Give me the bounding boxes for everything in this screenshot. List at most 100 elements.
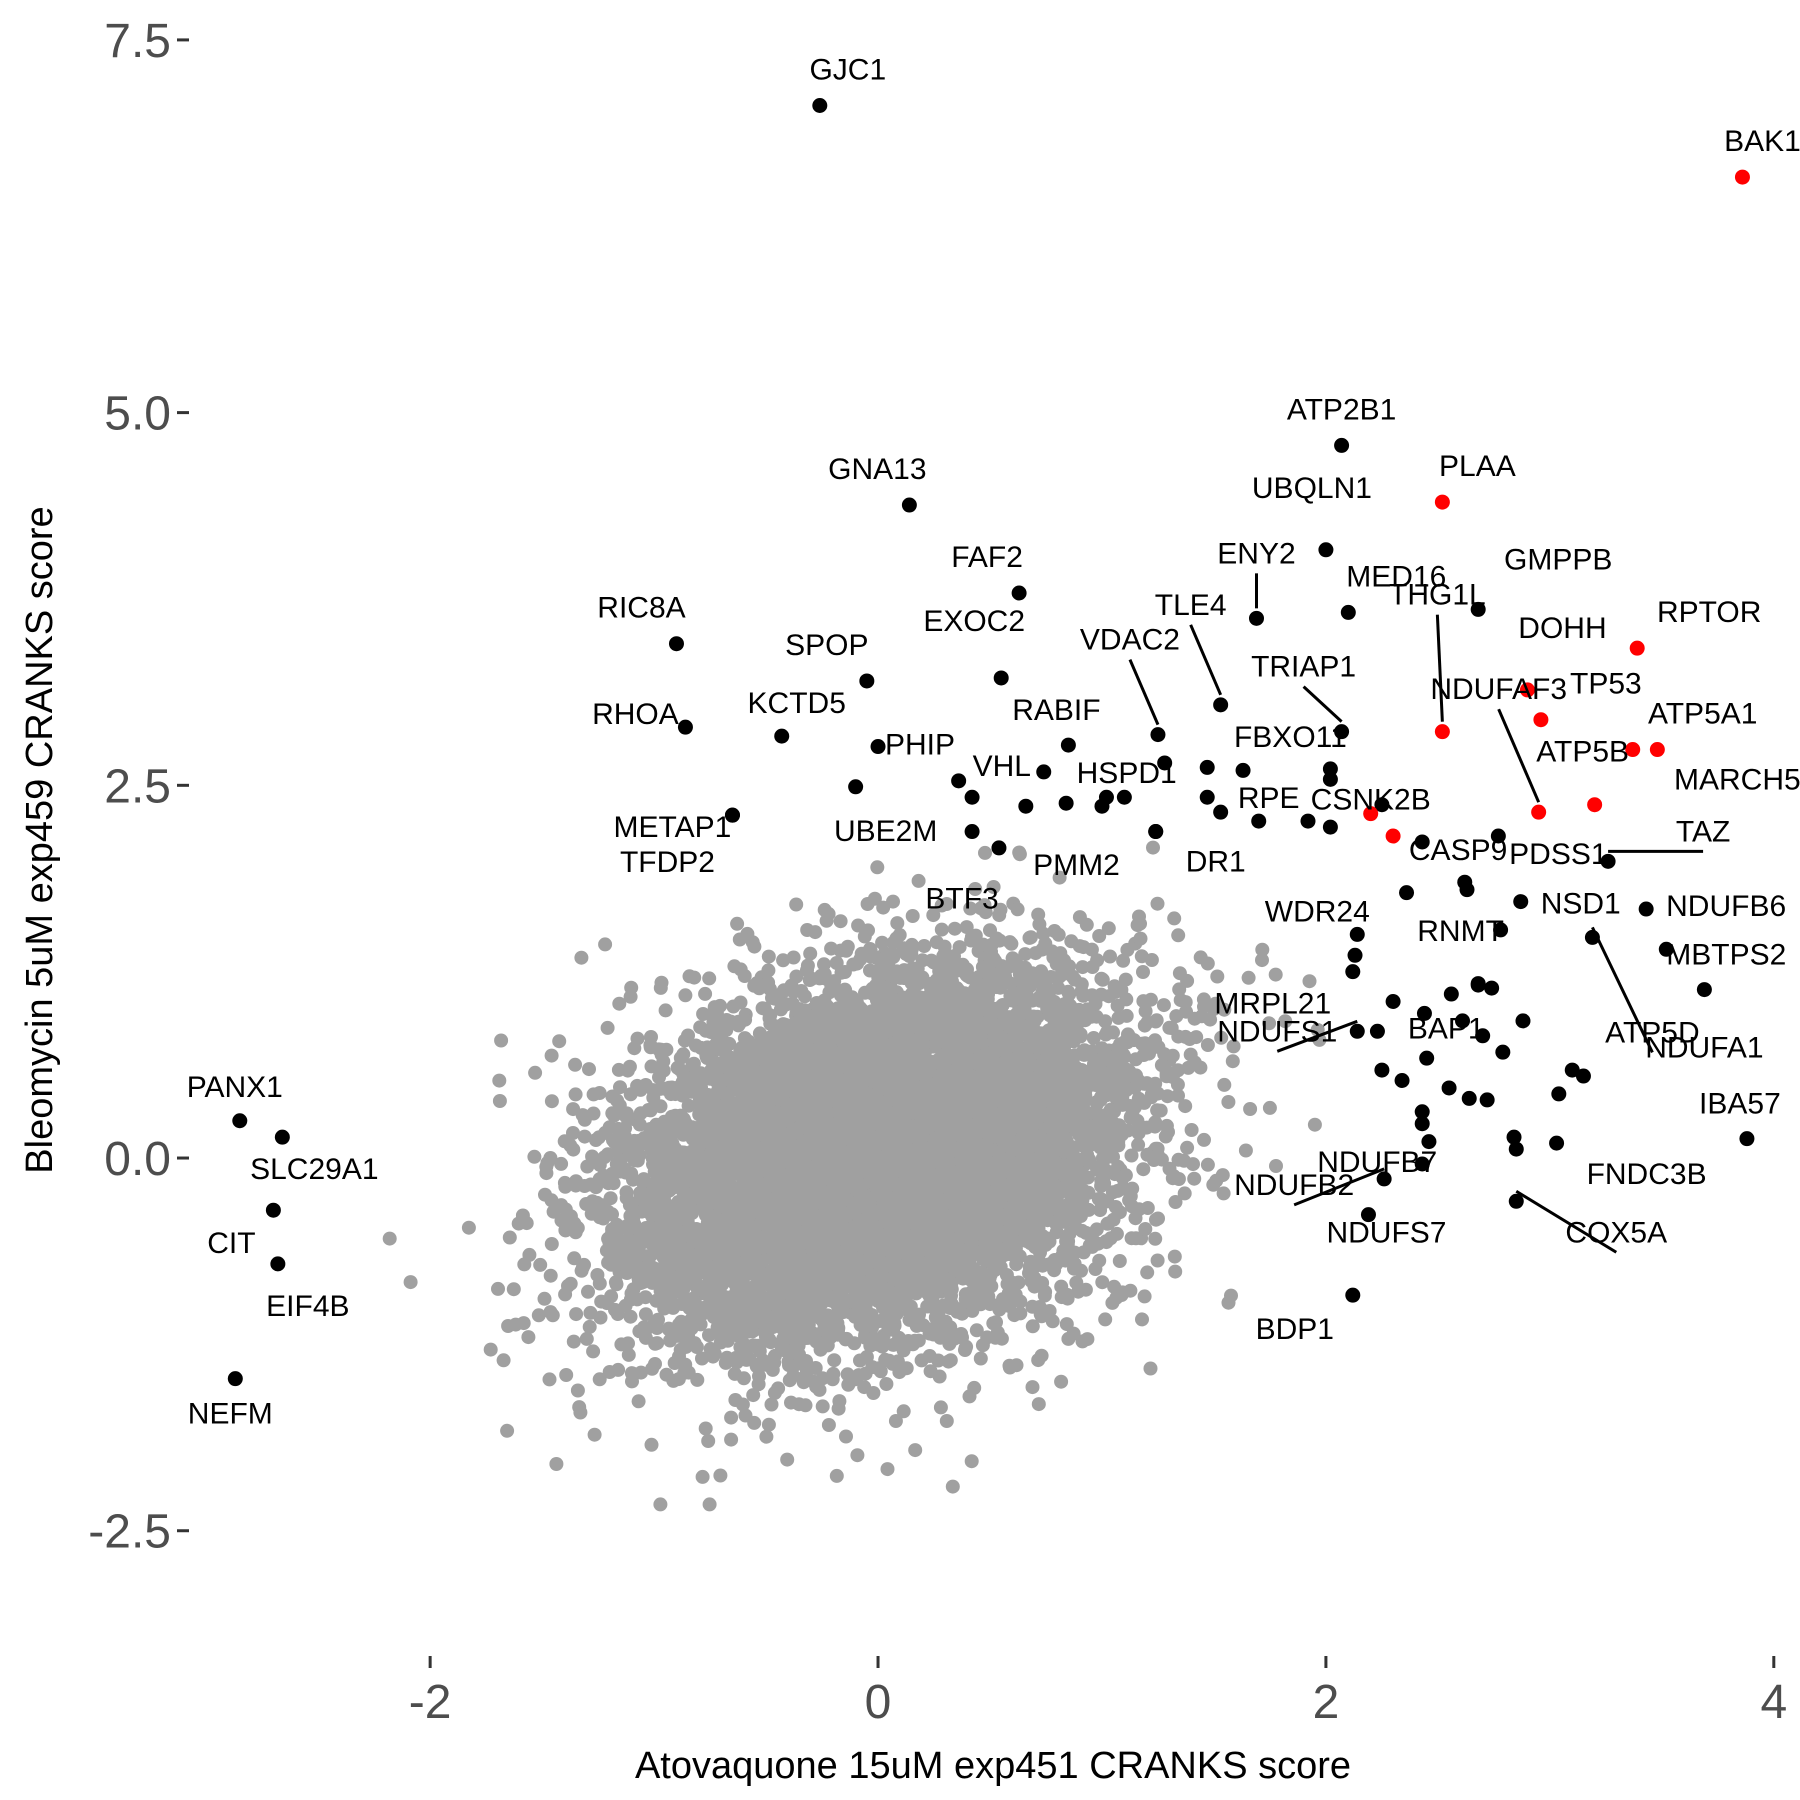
background-point bbox=[519, 1216, 534, 1231]
background-point bbox=[1215, 1168, 1230, 1183]
background-point bbox=[1262, 1100, 1277, 1115]
background-point bbox=[702, 1497, 717, 1512]
background-point bbox=[658, 1003, 673, 1018]
background-point bbox=[839, 1429, 853, 1444]
background-point bbox=[1180, 1140, 1195, 1155]
background-point bbox=[516, 1316, 531, 1331]
background-point bbox=[695, 1351, 709, 1366]
background-point bbox=[1217, 1077, 1232, 1092]
background-point bbox=[546, 1204, 561, 1219]
background-point bbox=[698, 1421, 713, 1436]
background-point bbox=[908, 1443, 923, 1458]
background-point bbox=[943, 1320, 958, 1335]
background-point bbox=[1171, 1088, 1185, 1103]
background-point bbox=[833, 914, 848, 929]
background-point bbox=[592, 1372, 607, 1387]
background-point bbox=[638, 1307, 653, 1322]
background-point bbox=[905, 909, 920, 923]
background-point bbox=[840, 1367, 855, 1382]
background-point bbox=[1255, 953, 1269, 968]
background-point bbox=[1124, 1148, 1139, 1163]
background-point bbox=[552, 1034, 567, 1049]
background-point bbox=[517, 1257, 532, 1272]
background-point bbox=[544, 1237, 559, 1251]
background-point bbox=[917, 939, 932, 953]
background-point bbox=[1036, 926, 1051, 941]
background-point bbox=[803, 946, 818, 961]
background-point bbox=[538, 1187, 552, 1202]
background-point bbox=[853, 1353, 867, 1368]
background-point bbox=[746, 1388, 761, 1403]
background-point bbox=[939, 1414, 954, 1428]
background-point bbox=[1025, 1319, 1040, 1334]
background-point bbox=[786, 950, 801, 965]
background-point bbox=[528, 1065, 543, 1080]
background-point bbox=[759, 1429, 774, 1444]
background-point bbox=[623, 1309, 638, 1324]
background-point bbox=[1052, 870, 1067, 885]
background-point bbox=[543, 1268, 558, 1283]
background-point bbox=[934, 922, 949, 937]
background-point bbox=[1137, 1289, 1152, 1304]
background-point bbox=[1136, 965, 1150, 979]
background-point bbox=[896, 1404, 911, 1419]
background-point bbox=[1075, 960, 1090, 975]
background-point bbox=[860, 897, 875, 911]
background-point bbox=[870, 860, 885, 875]
background-point bbox=[909, 1318, 924, 1333]
background-point bbox=[500, 1423, 515, 1438]
background-point bbox=[624, 980, 639, 995]
background-point bbox=[698, 986, 713, 1001]
background-point bbox=[1092, 929, 1107, 943]
background-point bbox=[1101, 921, 1116, 936]
background-point bbox=[687, 970, 702, 985]
background-point bbox=[761, 949, 776, 964]
background-point bbox=[693, 1020, 708, 1035]
background-point bbox=[1148, 1231, 1163, 1246]
background-point bbox=[1167, 911, 1182, 926]
background-point bbox=[1187, 1171, 1202, 1186]
background-point bbox=[568, 1057, 583, 1072]
background-point bbox=[1076, 940, 1091, 955]
background-point bbox=[911, 873, 926, 888]
background-point bbox=[1150, 896, 1165, 911]
background-point bbox=[521, 1330, 536, 1345]
background-point bbox=[566, 1102, 581, 1117]
background-point bbox=[568, 1087, 583, 1102]
background-point bbox=[494, 1033, 509, 1048]
background-point bbox=[1110, 998, 1125, 1013]
background-point bbox=[782, 1373, 797, 1388]
background-point bbox=[633, 1082, 648, 1097]
background-point bbox=[1061, 984, 1076, 999]
background-point bbox=[776, 953, 791, 968]
background-point bbox=[945, 1479, 960, 1494]
background-point bbox=[969, 1323, 984, 1338]
background-point bbox=[506, 1282, 521, 1297]
background-point bbox=[1184, 1123, 1199, 1137]
background-point bbox=[851, 918, 866, 933]
background-point bbox=[923, 1364, 938, 1379]
background-point bbox=[1074, 977, 1089, 992]
background-point bbox=[1047, 1263, 1062, 1278]
background-point bbox=[799, 1354, 813, 1368]
background-point bbox=[747, 1415, 762, 1430]
background-point bbox=[527, 1149, 542, 1164]
background-point bbox=[1210, 969, 1225, 984]
background-point bbox=[648, 1336, 663, 1351]
background-point bbox=[1116, 953, 1131, 968]
background-point bbox=[1112, 1254, 1127, 1268]
background-point bbox=[727, 1366, 742, 1381]
background-point bbox=[815, 1399, 830, 1414]
background-point bbox=[1206, 1177, 1221, 1192]
background-point bbox=[986, 880, 1001, 894]
background-point bbox=[1307, 1117, 1322, 1132]
background-point bbox=[1183, 1047, 1198, 1062]
background-point bbox=[702, 971, 717, 986]
background-point bbox=[1226, 1039, 1241, 1054]
background-point bbox=[850, 1448, 865, 1463]
background-point bbox=[1128, 1231, 1143, 1246]
background-point bbox=[1031, 907, 1046, 922]
background-point bbox=[563, 1138, 578, 1153]
background-point bbox=[653, 1497, 668, 1512]
background-point bbox=[875, 935, 890, 950]
